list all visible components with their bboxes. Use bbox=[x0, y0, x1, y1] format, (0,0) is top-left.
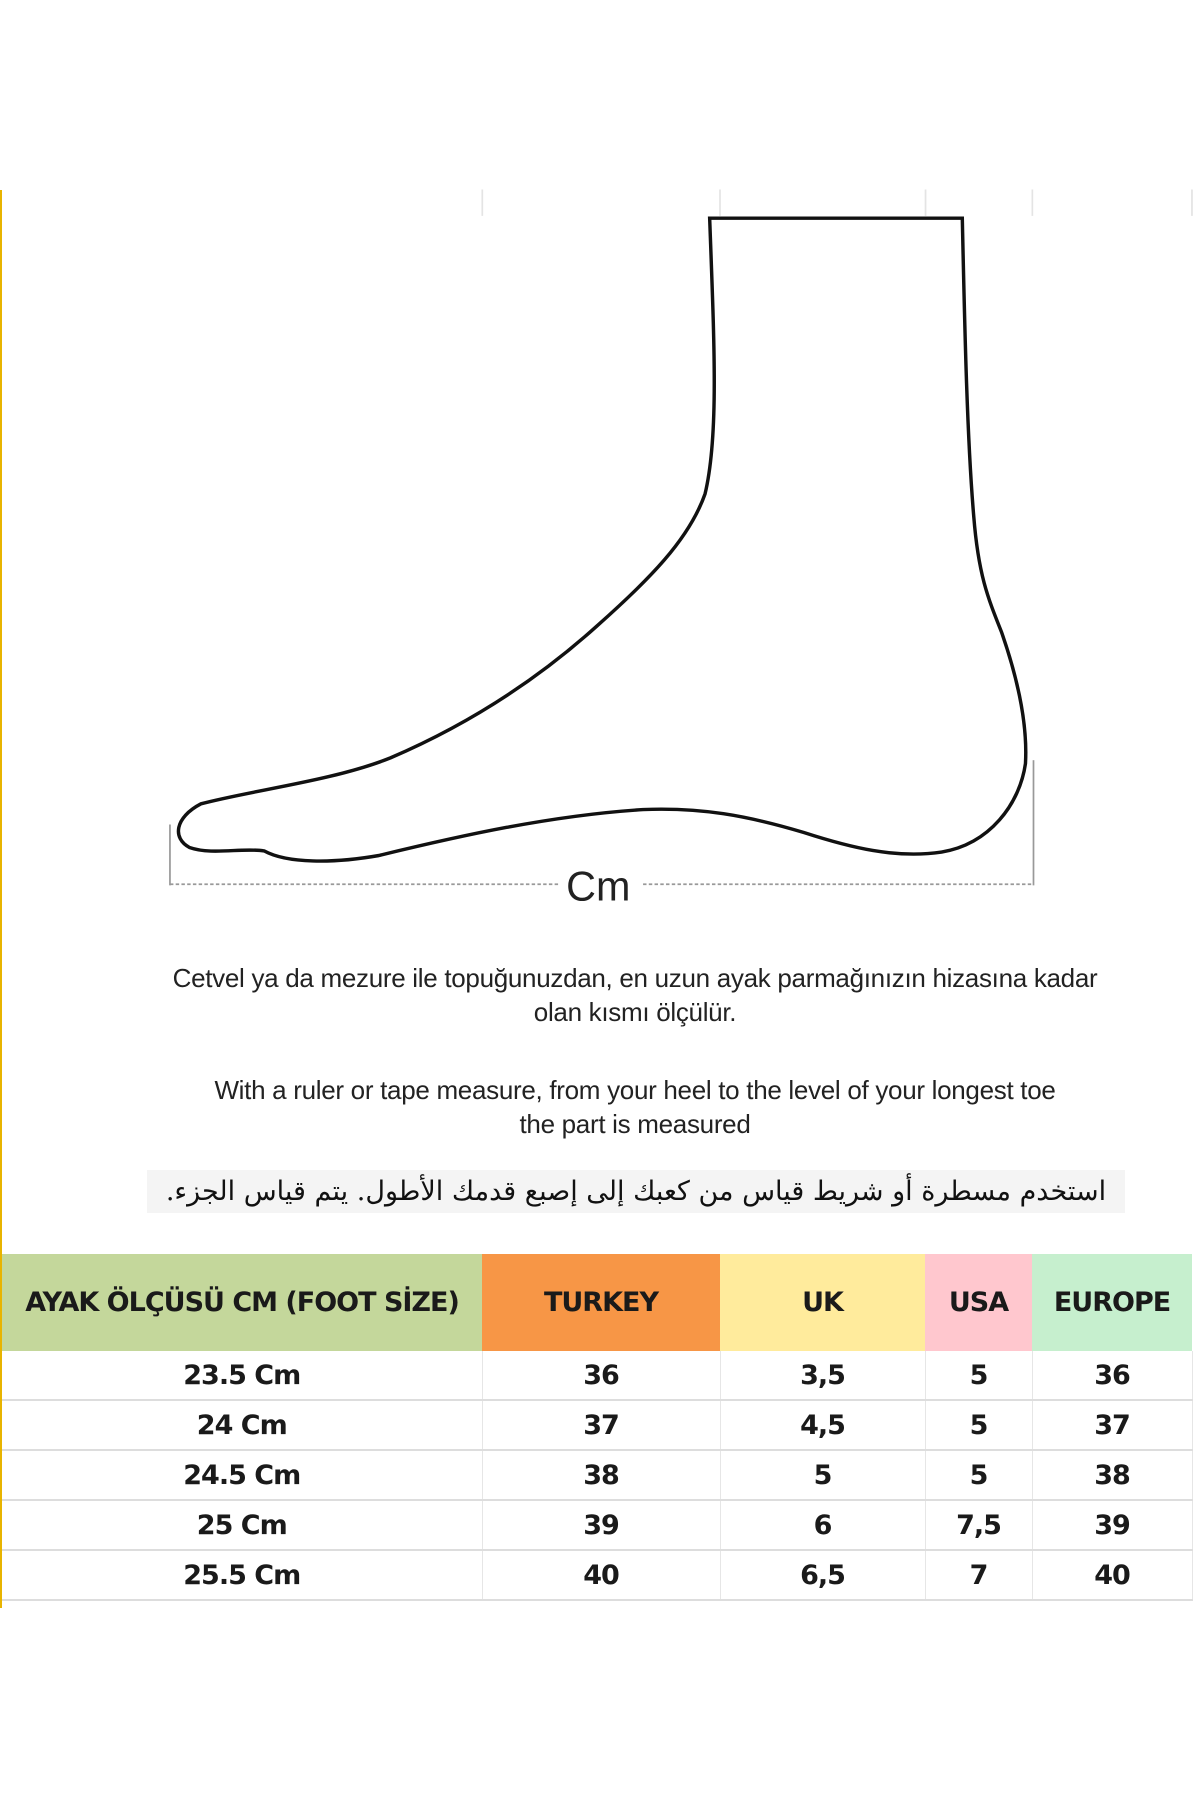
usa-cell: 5 bbox=[925, 1450, 1033, 1501]
table-row: 24.5 Cm 38 5 5 38 bbox=[2, 1450, 1193, 1501]
table-row: 23.5 Cm 36 3,5 5 36 bbox=[2, 1351, 1193, 1401]
header-usa: USA bbox=[925, 1254, 1032, 1351]
table-header-row: AYAK ÖLÇÜSÜ CM (FOOT SİZE) TURKEY UK USA… bbox=[2, 1254, 1192, 1351]
table-row: 25.5 Cm 40 6,5 7 40 bbox=[2, 1550, 1193, 1601]
turkey-cell: 37 bbox=[482, 1400, 721, 1451]
turkey-cell: 36 bbox=[482, 1351, 721, 1401]
table-row: 24 Cm 37 4,5 5 37 bbox=[2, 1400, 1193, 1451]
turkey-cell: 40 bbox=[482, 1550, 721, 1601]
europe-cell: 40 bbox=[1032, 1550, 1193, 1601]
usa-cell: 5 bbox=[925, 1400, 1033, 1451]
uk-cell: 3,5 bbox=[720, 1351, 926, 1401]
foot-size-cell: 24 Cm bbox=[2, 1400, 483, 1451]
turkish-instruction-line1: Cetvel ya da mezure ile topuğunuzdan, en… bbox=[172, 963, 1098, 993]
europe-cell: 39 bbox=[1032, 1500, 1193, 1551]
foot-size-cell: 25.5 Cm bbox=[2, 1550, 483, 1601]
header-turkey: TURKEY bbox=[482, 1254, 720, 1351]
arabic-instruction: استخدم مسطرة أو شريط قياس من كعبك إلى إص… bbox=[147, 1170, 1125, 1213]
usa-cell: 5 bbox=[925, 1351, 1033, 1401]
english-instruction-line1: With a ruler or tape measure, from your … bbox=[214, 1075, 1056, 1105]
uk-cell: 5 bbox=[720, 1450, 926, 1501]
uk-cell: 6,5 bbox=[720, 1550, 926, 1601]
header-uk: UK bbox=[720, 1254, 925, 1351]
europe-cell: 37 bbox=[1032, 1400, 1193, 1451]
turkey-cell: 39 bbox=[482, 1500, 721, 1551]
foot-size-cell: 23.5 Cm bbox=[2, 1351, 483, 1401]
usa-cell: 7 bbox=[925, 1550, 1033, 1601]
faint-grid-lines bbox=[481, 189, 1193, 216]
table-row: 25 Cm 39 6 7,5 39 bbox=[2, 1500, 1193, 1551]
foot-size-cell: 24.5 Cm bbox=[2, 1450, 483, 1501]
foot-size-cell: 25 Cm bbox=[2, 1500, 483, 1551]
europe-cell: 38 bbox=[1032, 1450, 1193, 1501]
header-foot-size: AYAK ÖLÇÜSÜ CM (FOOT SİZE) bbox=[2, 1254, 482, 1351]
unit-label: Cm bbox=[566, 863, 630, 909]
english-instruction-line2: the part is measured bbox=[519, 1109, 751, 1139]
usa-cell: 7,5 bbox=[925, 1500, 1033, 1551]
europe-cell: 36 bbox=[1032, 1351, 1193, 1401]
header-europe: EUROPE bbox=[1032, 1254, 1192, 1351]
foot-outline-icon bbox=[176, 216, 1028, 863]
turkish-instruction-line2: olan kısmı ölçülür. bbox=[533, 997, 737, 1027]
measure-line bbox=[169, 760, 1035, 886]
uk-cell: 4,5 bbox=[720, 1400, 926, 1451]
uk-cell: 6 bbox=[720, 1500, 926, 1551]
size-chart-table: AYAK ÖLÇÜSÜ CM (FOOT SİZE) TURKEY UK USA… bbox=[2, 1254, 1193, 1601]
left-border-line bbox=[0, 190, 2, 1608]
turkey-cell: 38 bbox=[482, 1450, 721, 1501]
